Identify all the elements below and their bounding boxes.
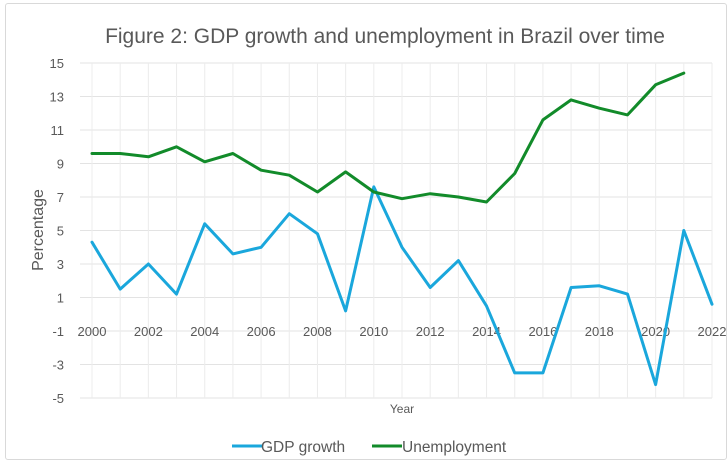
x-tick-label: 2008: [303, 324, 332, 339]
legend-label-gdp: GDP growth: [261, 439, 345, 456]
y-tick-label: 15: [50, 56, 64, 71]
x-tick-label: 2006: [247, 324, 276, 339]
x-gridlines: [91, 63, 713, 398]
x-tick-label: 2000: [78, 324, 107, 339]
chart-area: [5, 3, 727, 460]
x-tick-label: 2016: [528, 324, 557, 339]
x-tick-label: 2018: [585, 324, 614, 339]
legend-label-unemployment: Unemployment: [402, 439, 507, 456]
x-tick-label: 2004: [190, 324, 219, 339]
chart-title: Figure 2: GDP growth and unemployment in…: [105, 25, 665, 48]
gdp-growth-line: [90, 185, 714, 387]
y-axis-title: Percentage: [30, 189, 47, 271]
x-tick-label: 2012: [416, 324, 445, 339]
y-tick-labels: 15 13 11 9 7 5 3 1 -1 -3 -5: [50, 56, 64, 406]
x-tick-label: 2010: [359, 324, 388, 339]
y-tick-label: 7: [57, 190, 64, 205]
x-tick-label: 2014: [472, 324, 501, 339]
y-tick-label: 13: [50, 90, 64, 105]
y-tick-label: 9: [57, 157, 64, 172]
x-tick-label: 2020: [641, 324, 670, 339]
series-lines: [90, 71, 714, 387]
y-tick-label: 1: [57, 291, 64, 306]
x-tick-label: 2022: [698, 324, 727, 339]
y-gridlines: [80, 62, 712, 399]
y-tick-label: 11: [51, 123, 65, 138]
y-tick-label: -5: [52, 391, 64, 406]
y-tick-label: -1: [52, 324, 64, 339]
legend: GDP growth Unemployment: [232, 439, 507, 456]
x-tick-label: 2002: [134, 324, 163, 339]
y-tick-label: 5: [57, 224, 64, 239]
x-tick-labels: 2000 2002 2004 2006 2008 2010 2012 2014 2016 2018…: [78, 324, 727, 339]
x-axis-title: Year: [390, 402, 414, 416]
unemployment-line: [90, 71, 686, 204]
y-tick-label: 3: [57, 257, 64, 272]
y-tick-label: -3: [52, 358, 64, 373]
